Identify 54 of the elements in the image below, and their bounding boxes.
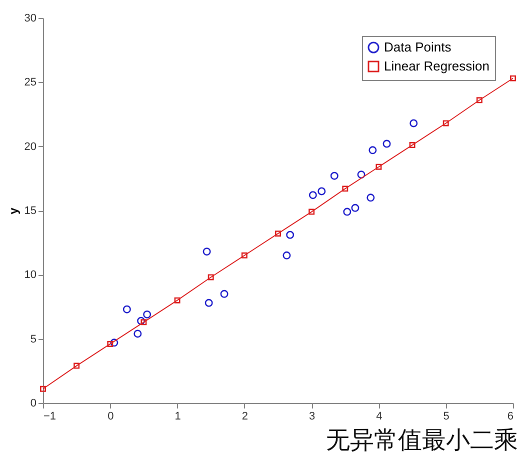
point [208, 274, 214, 280]
text: 无异常值最小二乘 [326, 426, 518, 454]
point [351, 204, 360, 212]
x-tick-label: 4 [376, 410, 382, 422]
y-axis-title: y [6, 207, 20, 214]
point [204, 298, 213, 307]
point [410, 119, 418, 128]
point [286, 230, 294, 239]
x-tick-label: 1 [174, 410, 181, 422]
x-tick-label: 6 [507, 410, 514, 422]
y-tick-label: 15 [24, 205, 36, 217]
point [122, 305, 131, 314]
point [174, 297, 180, 304]
x-tick-label: 2 [242, 410, 248, 422]
point [343, 208, 352, 216]
point [342, 186, 348, 192]
point [308, 208, 315, 215]
point [140, 319, 147, 326]
point [40, 386, 46, 392]
y-tick-label: 10 [24, 269, 36, 282]
point [308, 191, 317, 200]
point [202, 248, 211, 256]
x-tick-label: 3 [309, 410, 316, 422]
point [107, 340, 114, 347]
point [241, 252, 248, 258]
point [137, 316, 146, 325]
point [368, 146, 377, 154]
point [134, 330, 142, 338]
x-tick-label: 0 [108, 410, 114, 422]
y-tick-label: 30 [24, 12, 36, 24]
point [510, 75, 516, 82]
point [143, 310, 152, 318]
point [376, 164, 382, 170]
y-tick-label: 5 [30, 333, 36, 346]
point [476, 97, 482, 104]
point [318, 187, 326, 196]
point [110, 338, 118, 347]
x-tick-label: 5 [443, 410, 450, 422]
y-tick-label: 0 [30, 398, 36, 410]
point [74, 362, 80, 369]
point [366, 194, 375, 202]
legend-label: Linear Regression [384, 58, 490, 74]
y-tick-label: 20 [24, 140, 36, 153]
point [409, 142, 416, 148]
point [220, 290, 228, 298]
y-tick-label: 25 [24, 76, 36, 89]
legend-label: Data Points [384, 40, 452, 54]
point [330, 172, 338, 180]
point [282, 251, 291, 260]
point [357, 170, 366, 179]
x-tick-label: −1 [44, 410, 56, 422]
point [382, 140, 391, 148]
point [275, 230, 281, 237]
point [442, 120, 449, 126]
